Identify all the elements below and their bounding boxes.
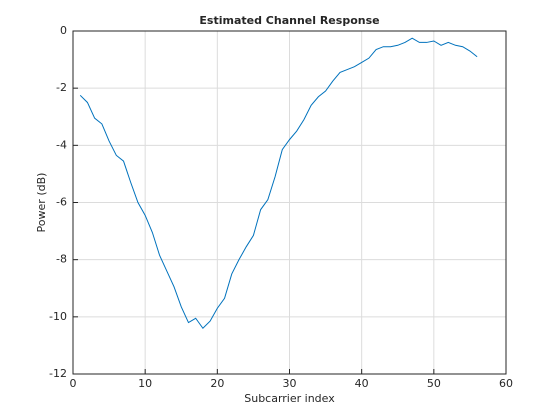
data-line — [79, 37, 478, 330]
y-axis-label: Power (dB) — [35, 173, 48, 233]
y-tick-label: -2 — [56, 81, 67, 94]
chart-title: Estimated Channel Response — [199, 14, 379, 27]
y-tick-label: -8 — [56, 253, 67, 266]
x-tick-label: 10 — [138, 377, 152, 390]
y-tick-label: 0 — [60, 24, 67, 37]
plot-frame — [72, 30, 507, 375]
x-tick-label: 30 — [283, 377, 297, 390]
x-tick-label: 20 — [210, 377, 224, 390]
y-tick-label: -12 — [49, 367, 67, 380]
x-tick-label: 50 — [427, 377, 441, 390]
x-tick-label: 60 — [499, 377, 513, 390]
x-tick-label: 0 — [70, 377, 77, 390]
y-tick-label: -6 — [56, 196, 67, 209]
x-axis-label: Subcarrier index — [244, 392, 335, 405]
x-tick-label: 40 — [355, 377, 369, 390]
y-tick-label: -10 — [49, 310, 67, 323]
y-tick-label: -4 — [56, 138, 67, 151]
